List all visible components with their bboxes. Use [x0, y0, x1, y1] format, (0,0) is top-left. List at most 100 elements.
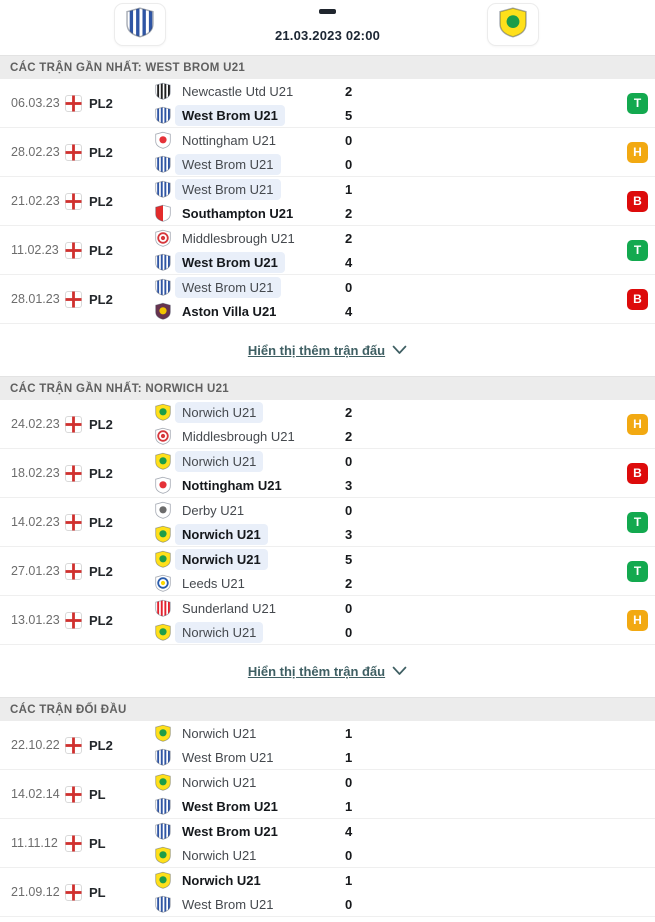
match-row[interactable]: 11.02.23 PL2 Middlesbrough U21 West Brom… [0, 226, 655, 275]
team-line: West Brom U21 [154, 745, 345, 769]
team-line: Norwich U21 [154, 770, 345, 794]
match-league: PL2 [62, 415, 154, 433]
match-league: PL2 [62, 290, 154, 308]
match-row[interactable]: 28.02.23 PL2 Nottingham U21 West Brom U2… [0, 128, 655, 177]
match-date: 14.02.23 [11, 515, 60, 529]
match-row[interactable]: 18.02.23 PL2 Norwich U21 Nottingham U21 [0, 449, 655, 498]
score-placeholder [0, 9, 655, 14]
match-row[interactable]: 06.03.23 PL2 Newcastle Utd U21 West Brom… [0, 79, 655, 128]
norwich-logo-icon [154, 724, 172, 742]
team-score: 0 [345, 156, 353, 172]
league-label: PL2 [89, 514, 113, 530]
nottingham-logo-icon [154, 476, 172, 494]
section-body: 24.02.23 PL2 Norwich U21 Middlesbrough U… [0, 400, 655, 645]
match-row[interactable]: 27.01.23 PL2 Norwich U21 Leeds U21 5 [0, 547, 655, 596]
league-label: PL [89, 835, 106, 851]
team-line: Norwich U21 [154, 522, 345, 546]
scores-column: 0 3 [345, 498, 609, 546]
league-label: PL2 [89, 291, 113, 307]
sunderland-logo-icon [154, 599, 172, 617]
match-date: 21.09.12 [11, 885, 60, 899]
match-league: PL2 [62, 562, 154, 580]
team-name: Middlesbrough U21 [182, 230, 295, 246]
norwich-logo-icon [154, 871, 172, 889]
match-league: PL2 [62, 143, 154, 161]
section-header: CÁC TRẬN ĐỐI ĐẦU [0, 697, 655, 721]
teams-column: Newcastle Utd U21 West Brom U21 [154, 79, 345, 127]
result-badge: T [627, 560, 648, 582]
england-flag-icon [65, 94, 82, 112]
league-label: PL2 [89, 612, 113, 628]
badge-column: H [609, 413, 655, 435]
match-row[interactable]: 21.09.12 PL Norwich U21 West Brom U21 [0, 868, 655, 917]
match-section: CÁC TRẬN ĐỐI ĐẦU 22.10.22 PL2 Norwich U2… [0, 697, 655, 917]
team-line: Middlesbrough U21 [154, 424, 345, 448]
team-name: Sunderland U21 [182, 600, 276, 616]
match-row[interactable]: 21.02.23 PL2 West Brom U21 Southampton U… [0, 177, 655, 226]
team-name: West Brom U21 [182, 749, 274, 765]
scores-column: 1 0 [345, 868, 609, 916]
leeds-logo-icon [154, 574, 172, 592]
show-more-link[interactable]: Hiển thị thêm trận đấu [248, 664, 407, 679]
england-flag-icon [65, 143, 82, 161]
section-title: CÁC TRẬN GẦN NHẤT: NORWICH U21 [10, 382, 229, 395]
westbrom-logo-icon [154, 822, 172, 840]
team-name: Norwich U21 [182, 847, 257, 863]
league-label: PL2 [89, 416, 113, 432]
result-badge: B [627, 462, 648, 484]
team-name: West Brom U21 [182, 823, 278, 839]
show-more-link[interactable]: Hiển thị thêm trận đấu [248, 343, 407, 358]
westbrom-logo-icon [154, 748, 172, 766]
league-label: PL [89, 884, 106, 900]
match-date: 21.02.23 [11, 194, 60, 208]
match-date: 06.03.23 [11, 96, 60, 110]
team-score: 1 [345, 749, 353, 765]
match-date: 11.02.23 [11, 243, 59, 257]
scores-column: 0 0 [345, 596, 609, 644]
match-row[interactable]: 22.10.22 PL2 Norwich U21 West Brom U21 [0, 721, 655, 770]
match-row[interactable]: 11.11.12 PL West Brom U21 Norwich U21 [0, 819, 655, 868]
team-name: Norwich U21 [175, 548, 268, 570]
league-label: PL2 [89, 95, 113, 111]
result-badge: T [627, 92, 648, 114]
kickoff-datetime: 21.03.2023 02:00 [274, 28, 381, 43]
result-badge: H [627, 141, 648, 163]
result-badge: B [627, 288, 648, 310]
scores-column: 2 4 [345, 226, 609, 274]
match-row[interactable]: 28.01.23 PL2 West Brom U21 Aston Villa U… [0, 275, 655, 324]
westbrom-logo-icon [154, 797, 172, 815]
team-line: West Brom U21 [154, 250, 345, 274]
norwich-logo-icon [497, 6, 529, 43]
middlesbrough-logo-icon [154, 427, 172, 445]
result-badge: T [627, 511, 648, 533]
section-body: 06.03.23 PL2 Newcastle Utd U21 West Brom… [0, 79, 655, 324]
team-line: Norwich U21 [154, 868, 345, 892]
england-flag-icon [65, 834, 82, 852]
match-row[interactable]: 24.02.23 PL2 Norwich U21 Middlesbrough U… [0, 400, 655, 449]
league-label: PL2 [89, 563, 113, 579]
england-flag-icon [65, 192, 82, 210]
norwich-logo-icon [154, 846, 172, 864]
match-league: PL2 [62, 736, 154, 754]
badge-column: T [609, 560, 655, 582]
show-more-label: Hiển thị thêm trận đấu [247, 342, 386, 358]
team-score: 0 [345, 453, 353, 469]
match-league: PL2 [62, 192, 154, 210]
team-line: West Brom U21 [154, 892, 345, 916]
match-row[interactable]: 13.01.23 PL2 Sunderland U21 Norwich U21 [0, 596, 655, 645]
match-row[interactable]: 14.02.14 PL Norwich U21 West Brom U21 [0, 770, 655, 819]
team-score: 1 [345, 725, 353, 741]
team-line: West Brom U21 [154, 177, 345, 201]
match-row[interactable]: 14.02.23 PL2 Derby U21 Norwich U21 0 [0, 498, 655, 547]
home-team-logo [114, 3, 166, 46]
team-line: Leeds U21 [154, 571, 345, 595]
sections: CÁC TRẬN GẦN NHẤT: WEST BROM U21 06.03.2… [0, 55, 655, 917]
team-score: 2 [345, 428, 353, 444]
norwich-logo-icon [154, 452, 172, 470]
badge-column: B [609, 190, 655, 212]
team-name: Norwich U21 [182, 774, 257, 790]
badge-column: H [609, 609, 655, 631]
badge-column: T [609, 511, 655, 533]
badge-column: T [609, 92, 655, 114]
league-label: PL2 [89, 242, 113, 258]
